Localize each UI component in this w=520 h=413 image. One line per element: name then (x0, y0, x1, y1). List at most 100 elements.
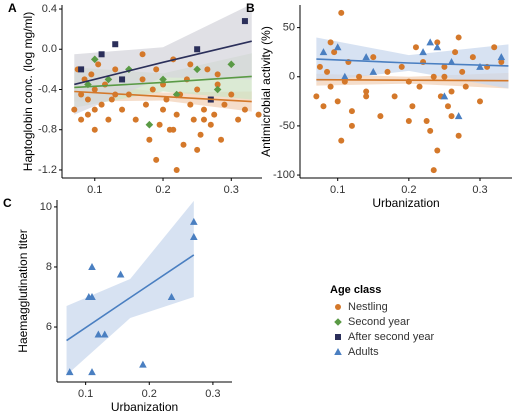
point (149, 86, 156, 93)
point (338, 9, 345, 16)
point (187, 61, 194, 68)
x-tick-label: 0.2 (401, 184, 416, 196)
fit-line (74, 40, 252, 86)
point (348, 122, 355, 129)
point (214, 71, 221, 78)
panel-label: C (3, 196, 12, 210)
point (448, 88, 455, 95)
point (190, 116, 197, 123)
point (100, 330, 109, 338)
y-tick-label: 50 (283, 22, 295, 34)
point (497, 53, 506, 61)
y-axis-label: Haemagglutination titer (16, 229, 30, 352)
point (462, 83, 469, 90)
point (409, 103, 416, 110)
legend-marker (334, 348, 342, 355)
point (416, 83, 423, 90)
point (498, 59, 505, 66)
point (146, 136, 153, 143)
point (170, 126, 177, 133)
point (200, 116, 207, 123)
point (476, 62, 484, 70)
x-tick-label: 0.1 (87, 184, 102, 196)
point (213, 85, 222, 94)
point (356, 73, 363, 80)
point (88, 262, 96, 270)
point (71, 106, 78, 113)
point (112, 66, 119, 73)
y-tick-label: 10 (40, 201, 52, 213)
point (139, 360, 147, 368)
x-tick-label: 0.1 (330, 184, 345, 196)
point (447, 58, 456, 66)
point (163, 96, 170, 103)
point (419, 48, 427, 56)
point (94, 330, 103, 338)
point (194, 46, 201, 53)
point (91, 86, 98, 93)
y-tick-label: 0.4 (42, 3, 57, 15)
y-tick-label: -50 (279, 120, 295, 132)
point (139, 76, 146, 83)
point (204, 66, 211, 73)
point (65, 368, 74, 376)
point (197, 131, 204, 138)
point (235, 116, 242, 123)
point (324, 68, 331, 75)
point (207, 121, 214, 128)
point (405, 117, 412, 124)
point (255, 111, 262, 118)
point (214, 81, 221, 88)
plot-area (71, 5, 262, 173)
point (440, 92, 449, 100)
point (241, 18, 248, 25)
point (320, 103, 327, 110)
y-tick-label: -100 (273, 169, 295, 181)
point (338, 137, 345, 144)
fit-line (316, 78, 509, 82)
point (491, 44, 498, 51)
point (348, 108, 355, 115)
point (84, 96, 91, 103)
point (391, 93, 398, 100)
point (370, 54, 377, 61)
point (469, 54, 476, 61)
y-tick-label: -1.2 (38, 164, 57, 176)
y-tick-label: 6 (46, 321, 52, 333)
point (119, 76, 126, 83)
x-tick-label: 0.3 (205, 388, 220, 400)
point (78, 91, 85, 98)
point (455, 34, 462, 41)
point (84, 111, 91, 118)
point (200, 106, 207, 113)
point (91, 106, 98, 113)
point (180, 141, 187, 148)
point (119, 106, 126, 113)
x-tick-label: 0.3 (224, 184, 239, 196)
point (187, 101, 194, 108)
point (139, 51, 146, 58)
point (167, 293, 176, 301)
point (433, 43, 442, 51)
point (384, 68, 391, 75)
point (78, 66, 85, 73)
point (193, 65, 201, 74)
point (78, 116, 85, 123)
point (190, 232, 198, 240)
point (331, 49, 338, 56)
point (333, 43, 342, 51)
point (88, 71, 95, 78)
legend-label: Adults (348, 346, 379, 358)
legend-marker (335, 304, 341, 310)
point (316, 63, 323, 70)
point (459, 68, 466, 75)
point (145, 120, 154, 129)
legend-label: Nestling (348, 301, 388, 313)
point (327, 83, 334, 90)
point (441, 63, 448, 70)
legend-marker (334, 318, 342, 326)
point (228, 91, 235, 98)
fit-line (74, 75, 252, 89)
point (327, 39, 334, 46)
